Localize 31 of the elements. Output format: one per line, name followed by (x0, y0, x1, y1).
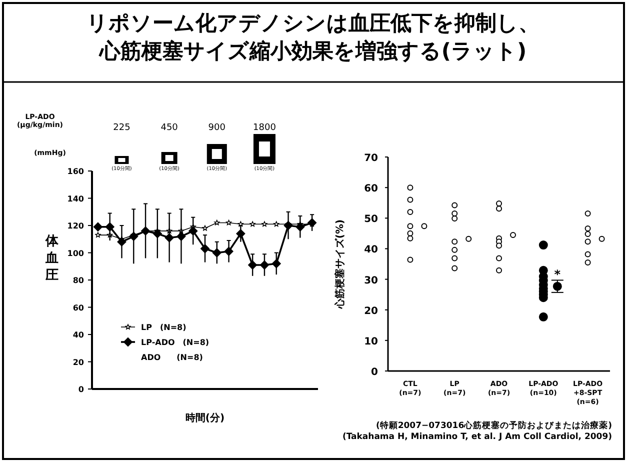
x-axis-title: 時間(分) (185, 412, 225, 424)
y-axis-title: 心筋梗塞サイズ(%) (334, 219, 346, 310)
y-tick-label: 20 (364, 306, 378, 317)
text: 450 (160, 123, 178, 133)
y-tick-label: 50 (364, 214, 378, 226)
legend-label: LP-ADO (N=8) (141, 338, 210, 347)
y-tick-label: 30 (364, 275, 378, 286)
y-tick-label: 0 (78, 385, 84, 394)
y-tick-label: 20 (72, 358, 84, 367)
y-tick-label: 160 (67, 167, 84, 176)
legend-label: LP (N=8) (141, 323, 186, 332)
chart-title: リポソーム化アデノシンは血圧低下を抑制し、心筋梗塞サイズ縮小効果を増強する(ラット) (86, 11, 540, 63)
y-tick-label: 80 (72, 276, 84, 285)
text: 225 (113, 123, 130, 133)
text: (Takahama H, Minamino T, et al. J Am Coll Cardiol, 2009) (342, 432, 612, 442)
text: 900 (208, 123, 226, 133)
annotation: ADO (N=8) (141, 353, 203, 362)
y-tick-label: 120 (67, 222, 84, 230)
y-tick-label: 140 (67, 194, 84, 204)
y-tick-label: 60 (72, 303, 84, 312)
y-tick-label: 70 (364, 153, 378, 164)
annotation: * (554, 268, 562, 282)
y-tick-label: 60 (364, 184, 378, 195)
y-tick-label: 100 (67, 248, 84, 258)
y-tick-label: 10 (364, 336, 378, 348)
y-tick-label: 40 (364, 244, 378, 256)
text: (特願2007−073016心筋梗塞の予防およびまたは治療薬) (376, 420, 612, 431)
y-tick-label: 0 (371, 367, 378, 378)
y-tick-label: 40 (72, 330, 84, 340)
y-axis-title: 体血圧 (44, 234, 60, 283)
text: 1800 (253, 123, 276, 133)
